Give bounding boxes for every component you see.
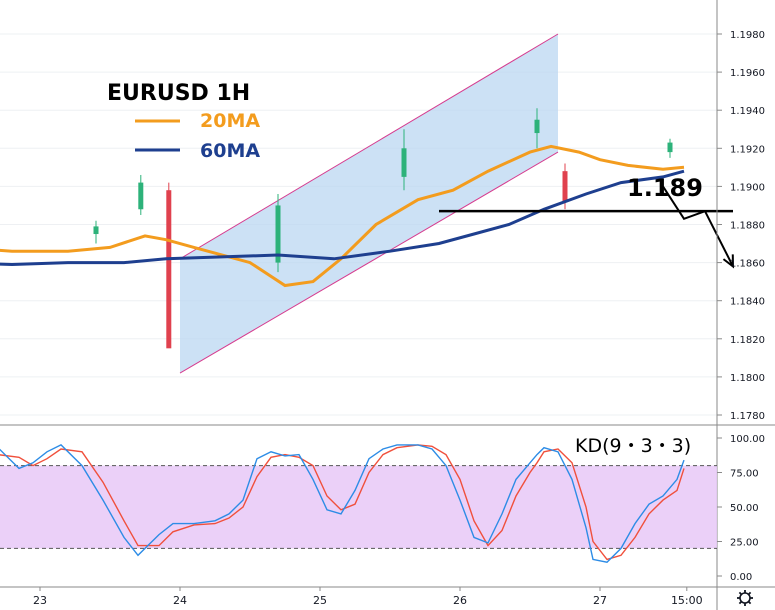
time-tick-label: 15:00 [671,594,703,607]
time-tick-label: 25 [313,594,327,607]
price-tick-label: 1.1940 [730,106,765,117]
price-pane: EURUSD 1H 20MA 60MA 1.189 [0,33,735,416]
candle-body [93,226,99,235]
ascending-channel [180,34,558,374]
kd-pane: KD(9・3・3) [0,435,717,563]
candle-body [138,182,144,210]
candle-body [275,205,281,263]
price-tick-label: 1.1820 [730,335,765,346]
chart-title: EURUSD 1H [107,81,250,106]
price-tick-label: 1.1980 [730,30,765,41]
price-tick-label: 1.1900 [730,182,765,193]
kd-tick-label: 100.00 [730,434,765,445]
kd-band [0,465,717,549]
time-tick-label: 23 [33,594,47,607]
time-axis-ticks: 23 24 25 26 27 15:00 [33,587,703,607]
candle-body [166,190,172,349]
forecast-arrow [662,185,734,267]
settings-gear-icon[interactable] [737,590,753,606]
price-tick-label: 1.1880 [730,221,765,232]
price-tick-label: 1.1920 [730,144,765,155]
time-tick-label: 26 [453,594,467,607]
candle-body [562,171,568,202]
kd-title: KD(9・3・3) [575,435,691,457]
price-tick-label: 1.1780 [730,411,765,422]
ma60-line [0,169,685,267]
ma60-legend-label: 60MA [200,140,260,162]
time-tick-label: 24 [173,594,187,607]
kd-k-line [0,444,685,563]
level-label: 1.189 [627,174,703,202]
kd-tick-label: 50.00 [730,503,759,514]
kd-tick-label: 0.00 [730,572,752,583]
channel-upper-line [179,33,559,260]
candle-body [534,119,540,134]
kd-tick-label: 25.00 [730,538,759,549]
price-tick-label: 1.1860 [730,259,765,270]
candle-body [401,148,407,177]
price-tick-label: 1.1840 [730,297,765,308]
time-tick-label: 27 [593,594,607,607]
price-tick-label: 1.1960 [730,68,765,79]
channel-lower-line [179,151,559,374]
ma20-legend-label: 20MA [200,110,260,132]
price-axis-ticks: 1.1980 1.1960 1.1940 1.1920 1.1900 1.1880 1.18… [717,30,765,422]
kd-d-line [0,444,685,561]
candle-body [667,142,673,153]
price-tick-label: 1.1800 [730,373,765,384]
forecast-arrowhead [722,254,735,269]
kd-tick-label: 75.00 [730,469,759,480]
kd-axis-ticks: 100.00 75.00 50.00 25.00 0.00 [717,434,765,583]
